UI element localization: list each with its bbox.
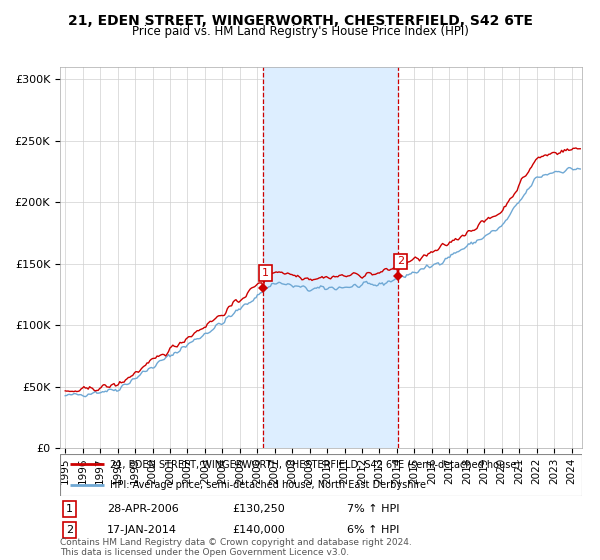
Text: 21, EDEN STREET, WINGERWORTH, CHESTERFIELD, S42 6TE (semi-detached house): 21, EDEN STREET, WINGERWORTH, CHESTERFIE… (110, 459, 520, 469)
Text: 17-JAN-2014: 17-JAN-2014 (107, 525, 177, 535)
Text: HPI: Average price, semi-detached house, North East Derbyshire: HPI: Average price, semi-detached house,… (110, 480, 425, 490)
Text: £130,250: £130,250 (232, 504, 285, 514)
Bar (263, 67, 398, 448)
Text: 6% ↑ HPI: 6% ↑ HPI (347, 525, 400, 535)
Text: 1: 1 (262, 268, 269, 278)
Text: £140,000: £140,000 (232, 525, 285, 535)
Text: Price paid vs. HM Land Registry's House Price Index (HPI): Price paid vs. HM Land Registry's House … (131, 25, 469, 38)
Text: 2: 2 (397, 256, 404, 267)
Text: 1: 1 (66, 504, 73, 514)
Text: Contains HM Land Registry data © Crown copyright and database right 2024.
This d: Contains HM Land Registry data © Crown c… (60, 538, 412, 557)
Text: 28-APR-2006: 28-APR-2006 (107, 504, 179, 514)
Text: 2: 2 (66, 525, 73, 535)
Text: 7% ↑ HPI: 7% ↑ HPI (347, 504, 400, 514)
Text: 21, EDEN STREET, WINGERWORTH, CHESTERFIELD, S42 6TE: 21, EDEN STREET, WINGERWORTH, CHESTERFIE… (67, 14, 533, 28)
